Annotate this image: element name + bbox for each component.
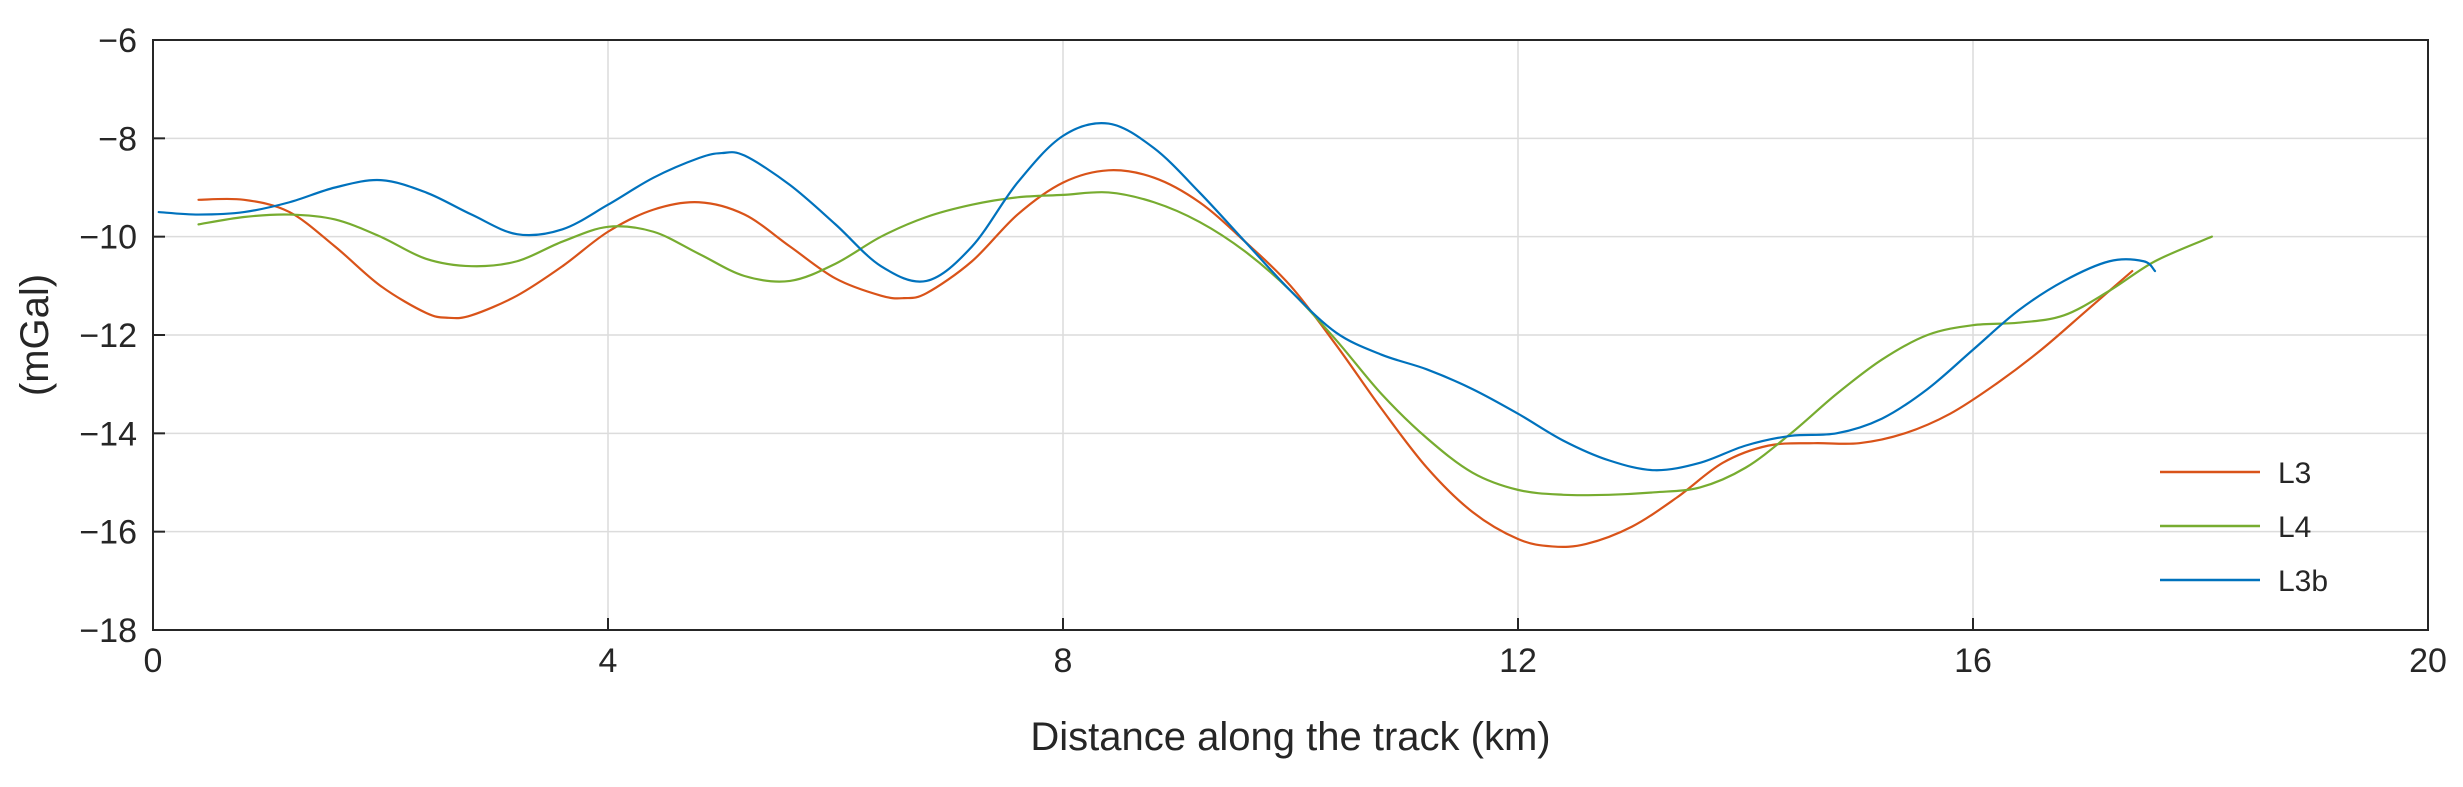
x-tick-label: 16 (1954, 642, 1992, 680)
y-tick-label: −6 (98, 22, 137, 60)
x-tick-label: 4 (599, 642, 618, 680)
axis-ticks: 0 4 8 12 16 20 −18 −16 −14 −12 −10 −8 −6 (79, 22, 2447, 680)
y-tick-label: −10 (79, 219, 137, 257)
y-tick-label: −14 (79, 415, 137, 453)
y-tick-label: −12 (79, 317, 137, 355)
y-axis-title: (mGal) (13, 274, 57, 396)
series-line-l4 (197, 191, 2213, 497)
y-tick-label: −8 (98, 120, 137, 158)
y-tick-label: −16 (79, 514, 137, 552)
series-lines (157, 122, 2213, 548)
x-tick-label: 0 (144, 642, 163, 680)
legend-label-l4: L4 (2278, 511, 2311, 544)
series-line-l3 (197, 169, 2134, 548)
x-tick-label: 8 (1054, 642, 1073, 680)
x-tick-label: 20 (2409, 642, 2447, 680)
y-tick-label: −18 (79, 612, 137, 650)
x-axis-title: Distance along the track (km) (1030, 715, 1550, 759)
legend-label-l3: L3 (2278, 457, 2311, 490)
x-tick-label: 12 (1499, 642, 1537, 680)
legend-label-l3b: L3b (2278, 565, 2328, 598)
series-line-l3b (157, 122, 2157, 472)
legend: L3 L4 L3b (2160, 457, 2328, 598)
